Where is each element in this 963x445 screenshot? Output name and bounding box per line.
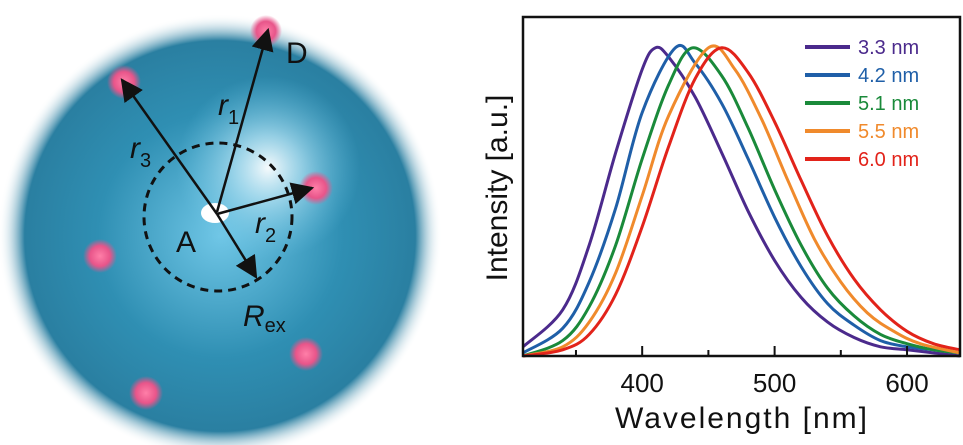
label-r2-sub: 2 [265,225,276,247]
donor-dot [129,376,163,410]
label-rex: Rex [243,300,286,337]
label-r2-main: r [255,207,266,240]
label-r3-sub: 3 [140,150,151,172]
x-tick-label: 500 [753,368,796,398]
legend-label: 6.0 nm [858,149,919,171]
legend-label: 5.5 nm [858,121,919,143]
label-a: A [176,226,196,259]
y-axis-title: Intensity [a.u.] [481,95,514,282]
donor-dot [250,15,282,47]
x-tick-label: 600 [885,368,928,398]
arrow-r1 [215,27,274,213]
label-r1-sub: 1 [228,107,239,129]
plot-frame [521,15,962,358]
x-tick-label: 400 [620,368,663,398]
x-axis-title: Wavelength [nm] [615,402,869,435]
legend-label: 3.3 nm [858,37,919,59]
arrow-r2 [216,182,315,216]
label-d: D [286,37,308,70]
emission-chart: Intensity [a.u.] 400 500 600 3.3 nm 4.2 nm 5… [481,15,962,435]
legend: 3.3 nm 4.2 nm 5.1 nm 5.5 nm 6.0 nm [805,37,919,171]
series-line-5 [522,46,961,358]
exclusion-radius-circle [142,141,294,293]
label-r1: r1 [218,89,239,129]
arrow-r3 [120,78,219,215]
nanocrystal-diagram: D A r1 r2 r3 Rex [0,14,442,445]
series-line-4 [522,44,961,358]
series-line-1 [521,45,961,358]
donor-dot [299,171,333,205]
legend-label: 4.2 nm [858,65,919,87]
legend-label: 5.1 nm [858,93,919,115]
x-ticks-group: 400 500 600 [574,346,929,398]
series-group [521,43,961,358]
label-rex-sub: ex [265,315,286,337]
donor-dot [289,337,323,371]
series-line-3 [522,46,961,358]
series-line-2 [522,43,961,355]
label-r3-main: r [130,132,141,165]
donor-dot [83,239,117,273]
label-rex-main: R [243,300,265,333]
label-r3: r3 [130,132,151,172]
label-r1-main: r [218,89,229,122]
label-r2: r2 [255,207,276,247]
arrow-rex [215,213,258,279]
